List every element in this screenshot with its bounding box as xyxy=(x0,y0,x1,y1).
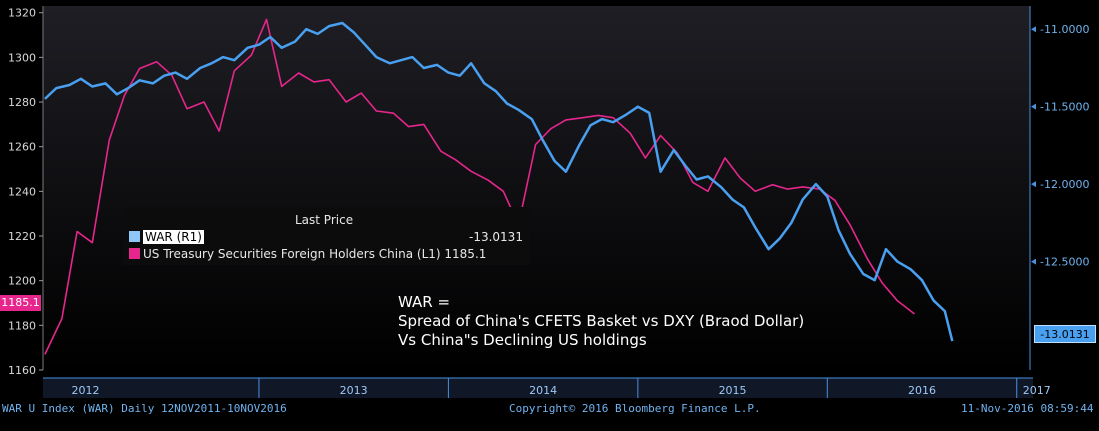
chart-annotation: WAR = Spread of China's CFETS Basket vs D… xyxy=(398,293,804,350)
left-tick-label: 1280 xyxy=(8,96,36,109)
legend-value-war: -13.0131 xyxy=(469,230,523,244)
legend-label-ust: US Treasury Securities Foreign Holders C… xyxy=(143,247,441,261)
x-axis-band xyxy=(43,378,1033,398)
footer-copyright: Copyright© 2016 Bloomberg Finance L.P. xyxy=(509,402,761,415)
right-last-price-label: -13.0131 xyxy=(1034,325,1096,343)
right-tick-label: -11.5000 xyxy=(1040,101,1089,114)
legend-header: Last Price xyxy=(295,213,354,227)
legend-entry-ust: US Treasury Securities Foreign Holders C… xyxy=(129,247,486,261)
footer-index-info: WAR U Index (WAR) Daily 12NOV2011-10NOV2… xyxy=(2,402,287,415)
right-tick-mark xyxy=(1031,181,1036,188)
x-tick-label: 2015 xyxy=(719,384,747,397)
right-tick-label: -12.5000 xyxy=(1040,256,1089,269)
footer-timestamp: 11-Nov-2016 08:59:44 xyxy=(961,402,1094,415)
left-last-price-label: 1185.1 xyxy=(0,295,41,311)
x-tick-label: 2016 xyxy=(908,384,936,397)
right-tick-mark xyxy=(1031,103,1036,110)
left-tick-label: 1200 xyxy=(8,275,36,288)
right-tick-label: -11.0000 xyxy=(1040,23,1089,36)
left-tick-label: 1320 xyxy=(8,7,36,20)
x-tick-label: 2013 xyxy=(340,384,368,397)
left-tick-label: 1180 xyxy=(8,319,36,332)
legend-value-ust: 1185.1 xyxy=(444,247,487,261)
x-tick-label: 2012 xyxy=(72,384,100,397)
x-tick-label: 2017 xyxy=(1023,384,1051,397)
right-tick-mark xyxy=(1031,26,1036,33)
left-tick-label: 1240 xyxy=(8,185,36,198)
annotation-line-2: Spread of China's CFETS Basket vs DXY (B… xyxy=(398,312,805,330)
left-tick-label: 1220 xyxy=(8,230,36,243)
ust-holdings-series-line xyxy=(44,18,915,355)
annotation-line-3: Vs China"s Declining US holdings xyxy=(398,331,647,349)
plot-background xyxy=(43,6,1030,370)
legend-swatch-ust xyxy=(129,248,140,259)
right-tick-label: -12.0000 xyxy=(1040,178,1089,191)
x-tick-label: 2014 xyxy=(529,384,557,397)
right-tick-mark xyxy=(1031,258,1036,265)
left-tick-label: 1300 xyxy=(8,51,36,64)
legend-entry-war: WAR (R1) xyxy=(129,230,204,244)
left-tick-label: 1160 xyxy=(8,364,36,377)
chart-legend: Last Price WAR (R1) -13.0131 US Treasury… xyxy=(123,207,530,265)
war-series-line xyxy=(44,21,954,342)
legend-swatch-war xyxy=(129,231,140,242)
left-tick-label: 1260 xyxy=(8,141,36,154)
annotation-line-1: WAR = xyxy=(398,293,451,311)
legend-label-war: WAR (R1) xyxy=(143,230,204,244)
